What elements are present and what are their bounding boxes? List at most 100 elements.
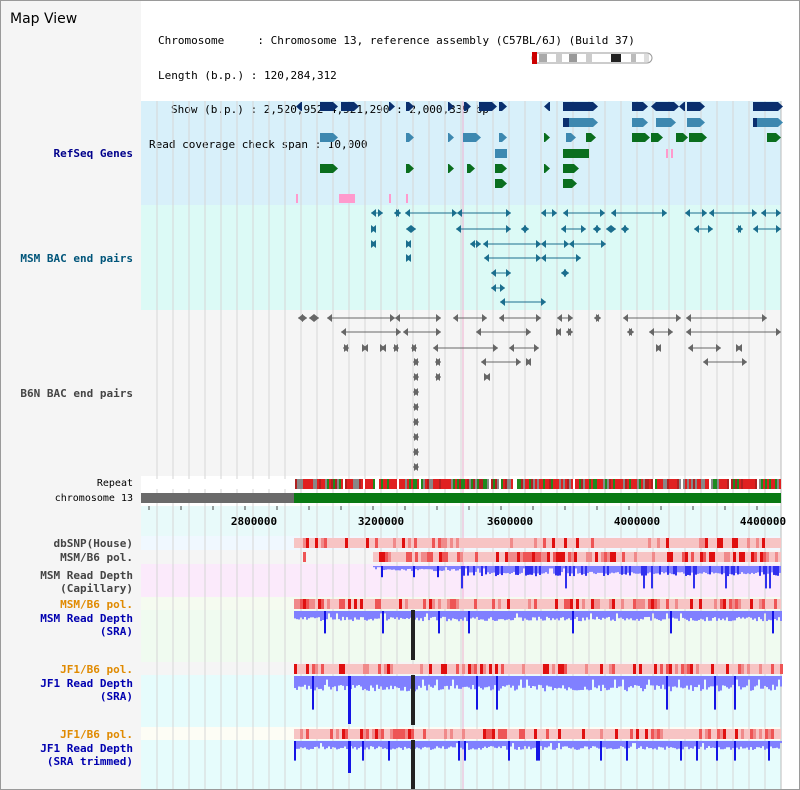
depth-bar	[774, 611, 776, 620]
msm-pol-label[interactable]: MSM/B6 pol.	[60, 551, 133, 564]
repeat-mark	[633, 479, 635, 489]
repeat-mark	[739, 479, 741, 489]
gene-glyph	[467, 164, 475, 173]
repeat-mark	[607, 479, 609, 489]
depth-bar	[382, 611, 384, 634]
depth-bar	[597, 566, 599, 573]
pol-mark	[615, 729, 618, 739]
depth-bar	[723, 566, 725, 574]
depth-bar	[486, 676, 488, 688]
jf1-pol2-label[interactable]: JF1/B6 pol.	[60, 728, 133, 741]
repeat-mark	[503, 479, 505, 489]
depth-bar	[461, 566, 463, 589]
depth-bar	[534, 741, 536, 748]
depth-bar	[364, 611, 366, 620]
depth-bar	[462, 741, 464, 750]
pol-mark	[444, 729, 447, 739]
depth-bar	[582, 741, 584, 749]
depth-bar	[652, 611, 654, 614]
pol-mark	[682, 552, 685, 562]
depth-gap-marker	[411, 675, 415, 725]
msm-sra-depth-label[interactable]: MSM Read Depth	[40, 612, 133, 625]
pol-mark	[342, 599, 345, 609]
repeat-mark	[709, 479, 711, 489]
pol-mark	[375, 729, 378, 739]
depth-bar	[650, 741, 652, 749]
pol-mark	[670, 552, 673, 562]
depth-bar	[705, 566, 707, 573]
depth-bar	[554, 741, 556, 750]
repeat-mark	[437, 479, 439, 489]
depth-bar	[476, 611, 478, 617]
depth-bar	[568, 611, 570, 619]
pol-mark	[408, 729, 411, 739]
depth-bar	[314, 676, 316, 691]
pol-mark	[535, 552, 538, 562]
pol-mark	[726, 664, 729, 674]
depth-bar	[742, 741, 744, 749]
depth-bar	[600, 676, 602, 692]
depth-bar	[680, 611, 682, 614]
depth-bar	[440, 611, 442, 619]
repeat-mark	[569, 479, 571, 489]
depth-bar	[584, 611, 586, 621]
pol-mark	[717, 729, 720, 739]
repeat-mark	[269, 479, 271, 489]
repeat-mark	[469, 479, 471, 489]
depth-bar	[503, 566, 505, 574]
jf1-pol-label[interactable]: JF1/B6 pol.	[60, 663, 133, 676]
depth-bar	[529, 566, 531, 575]
b6n-bac-label[interactable]: B6N BAC end pairs	[20, 387, 133, 400]
depth-bar	[759, 566, 761, 576]
depth-bar	[721, 566, 723, 575]
depth-bar	[431, 566, 433, 570]
depth-bar	[768, 611, 770, 620]
depth-bar	[395, 566, 397, 571]
pol-mark	[538, 552, 541, 562]
msm-pol2-label[interactable]: MSM/B6 pol.	[60, 598, 133, 611]
msm-cap-depth-label[interactable]: MSM Read Depth	[40, 569, 133, 582]
depth-bar	[428, 611, 430, 621]
pol-mark	[306, 599, 309, 609]
pol-mark	[427, 552, 430, 562]
repeat-mark	[231, 479, 233, 489]
gene-glyph	[499, 102, 507, 111]
repeat-mark	[217, 479, 219, 489]
repeat-mark	[485, 479, 487, 489]
repeat-mark	[653, 479, 655, 489]
ideogram-band	[611, 54, 621, 62]
refseq-label[interactable]: RefSeq Genes	[53, 147, 133, 160]
depth-bar	[612, 676, 614, 688]
repeat-mark	[605, 479, 607, 489]
depth-bar	[566, 741, 568, 747]
repeat-mark	[577, 479, 579, 489]
depth-bar	[507, 566, 509, 574]
depth-bar	[656, 611, 658, 620]
depth-bar	[380, 676, 382, 687]
jf1-trim-depth-label[interactable]: JF1 Read Depth	[40, 742, 133, 755]
jf1-sra-depth-label[interactable]: JF1 Read Depth	[40, 677, 133, 690]
bac-end	[500, 284, 505, 292]
repeat-mark	[389, 479, 391, 489]
repeat-mark	[661, 479, 663, 489]
depth-bar	[773, 566, 775, 575]
pol-mark	[406, 552, 409, 562]
depth-bar	[662, 741, 664, 748]
depth-bar	[532, 611, 534, 618]
depth-bar	[670, 741, 672, 748]
depth-bar	[558, 676, 560, 688]
dbsnp-label[interactable]: dbSNP(House)	[53, 537, 133, 550]
depth-bar	[576, 676, 578, 691]
msm-bac-label[interactable]: MSM BAC end pairs	[20, 252, 133, 265]
depth-bar	[742, 676, 744, 688]
bac-end	[476, 240, 481, 248]
depth-bar	[582, 611, 584, 618]
bac-end	[556, 328, 561, 336]
pol-mark	[366, 538, 369, 548]
depth-bar	[405, 566, 407, 571]
repeat-mark	[297, 479, 299, 489]
repeat-mark	[275, 479, 277, 489]
depth-bar	[765, 566, 767, 589]
repeat-mark	[213, 479, 215, 489]
